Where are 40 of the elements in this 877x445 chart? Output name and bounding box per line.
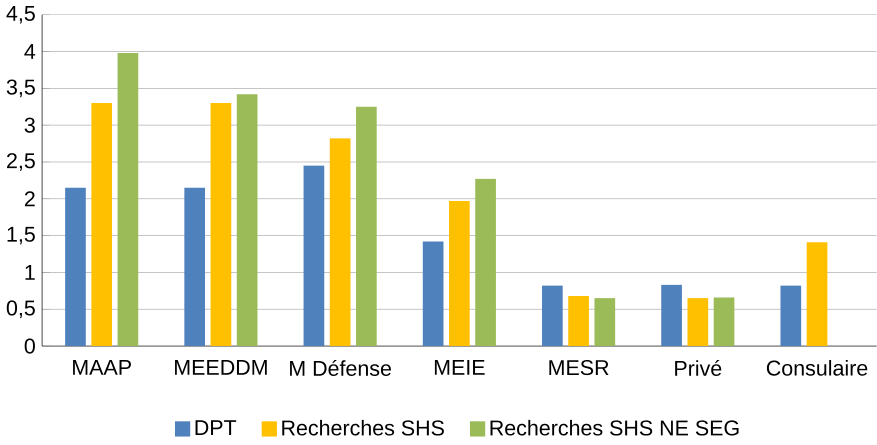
bar	[714, 297, 734, 346]
bar	[542, 286, 563, 346]
y-tick-label: 4	[24, 44, 36, 59]
x-tick-label: MEEDDM	[175, 360, 267, 375]
y-tick-label: 2,5	[7, 153, 35, 171]
x-tick-label: M Défense	[290, 360, 391, 376]
bar	[236, 94, 258, 346]
y-tick-label: 3	[24, 117, 35, 133]
bar	[422, 241, 444, 346]
y-tick-label: 4,5	[6, 6, 35, 24]
x-tick-label: MEIE	[434, 360, 485, 375]
bar	[780, 286, 802, 346]
bar	[568, 296, 589, 346]
y-tick-label: 3,5	[6, 79, 35, 98]
y-tick-label: 1,5	[8, 226, 35, 244]
x-tick-label: MESR	[549, 360, 609, 376]
bar	[65, 188, 86, 346]
x-tick-label: Consulaire	[766, 360, 868, 376]
bar	[687, 298, 708, 346]
bar	[594, 298, 616, 346]
bar	[356, 106, 377, 346]
bar	[449, 200, 470, 346]
legend-label: Recherches SHS	[282, 420, 444, 436]
bar	[118, 52, 138, 346]
bar	[91, 102, 112, 346]
bar	[184, 188, 206, 346]
bar	[330, 138, 350, 346]
x-tick-label: Privé	[675, 360, 722, 376]
bar	[210, 102, 232, 346]
y-tick-label: 1	[25, 264, 35, 280]
bar	[475, 178, 496, 346]
bar	[304, 166, 324, 346]
y-tick-label: 0,5	[6, 300, 35, 318]
bar	[806, 242, 828, 346]
legend-label: DPT	[196, 420, 236, 435]
y-tick-label: 0	[24, 338, 35, 354]
legend-label: Recherches SHS NE SEG	[490, 420, 739, 436]
y-tick-label: 2	[24, 191, 35, 206]
bar	[661, 284, 682, 346]
x-tick-label: MAAP	[73, 360, 131, 375]
